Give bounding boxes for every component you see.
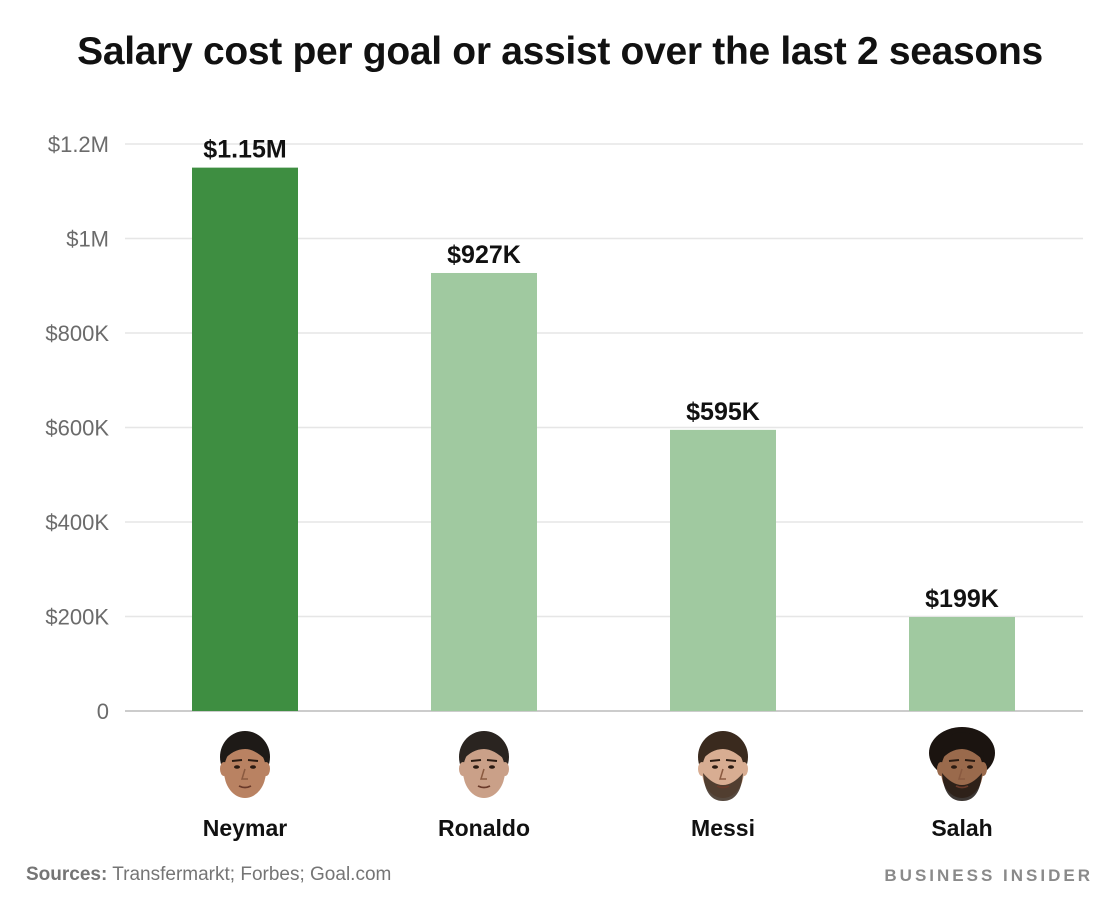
value-label-ronaldo: $927K [447, 241, 521, 269]
category-label-salah: Salah [931, 815, 992, 841]
bar-neymar [192, 167, 298, 711]
player-faces [220, 727, 995, 801]
brand-logo: BUSINESS INSIDER [884, 866, 1093, 885]
category-label-neymar: Neymar [203, 815, 287, 841]
bars [192, 167, 1015, 711]
neymar-face-icon [220, 731, 270, 798]
y-tick-label: $200K [45, 605, 109, 630]
bar-chart: 0 $200K $400K $600K $800K $1M $1.2M $1.15M $927… [45, 132, 1083, 841]
y-tick-label: $400K [45, 510, 109, 535]
y-tick-label: $800K [45, 321, 109, 346]
bar-salah [909, 616, 1015, 711]
x-axis-labels: Neymar Ronaldo Messi Salah [203, 815, 993, 841]
y-tick-label: 0 [97, 699, 109, 724]
y-tick-label: $1.2M [48, 132, 109, 157]
value-label-messi: $595K [686, 398, 760, 426]
ronaldo-face-icon [459, 731, 509, 798]
source-note: Sources: Transfermarkt; Forbes; Goal.com [26, 864, 391, 886]
value-label-salah: $199K [925, 585, 999, 613]
bar-ronaldo [431, 272, 537, 711]
category-label-ronaldo: Ronaldo [438, 815, 530, 841]
bar-messi [670, 429, 776, 711]
source-text: Transfermarkt; Forbes; Goal.com [107, 864, 392, 885]
chart-title: Salary cost per goal or assist over the … [77, 30, 1043, 73]
category-label-messi: Messi [691, 815, 755, 841]
value-labels: $1.15M $927K $595K $199K [203, 136, 999, 613]
y-tick-label: $1M [66, 227, 109, 252]
salah-face-icon [929, 727, 995, 801]
y-tick-label: $600K [45, 416, 109, 441]
messi-face-icon [698, 731, 748, 801]
y-axis-ticks: 0 $200K $400K $600K $800K $1M $1.2M [45, 132, 109, 724]
source-label: Sources: [26, 864, 108, 885]
value-label-neymar: $1.15M [203, 136, 286, 164]
